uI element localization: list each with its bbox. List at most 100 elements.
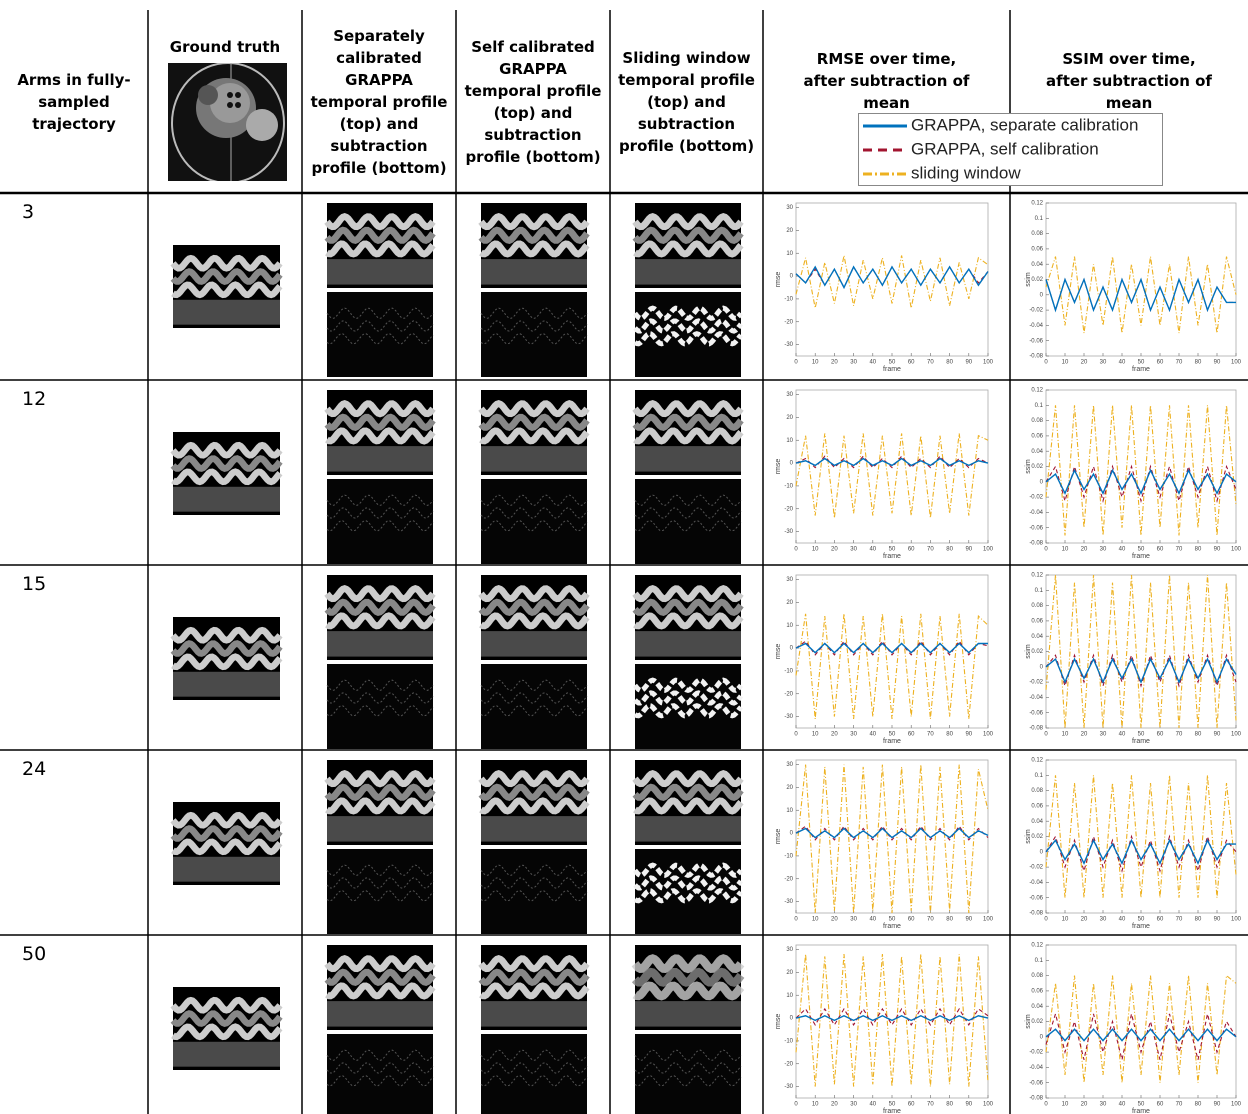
x-tick-label: 90: [965, 917, 972, 923]
legend-label: GRAPPA, separate calibration: [911, 115, 1138, 134]
y-tick-label: 0: [1040, 849, 1044, 855]
y-tick-label: 0.12: [1031, 201, 1043, 207]
y-tick-label: -0.08: [1029, 911, 1043, 917]
x-tick-label: 20: [1081, 732, 1088, 738]
x-tick-label: 30: [1100, 732, 1107, 738]
x-tick-label: 20: [831, 732, 838, 738]
x-tick-label: 20: [1081, 360, 1088, 366]
x-tick-label: 100: [1231, 917, 1242, 923]
x-tick-label: 80: [1195, 360, 1202, 366]
y-tick-label: 20: [786, 785, 793, 791]
y-tick-label: 30: [786, 392, 793, 398]
x-tick-label: 80: [946, 1102, 953, 1108]
y-tick-label: -0.02: [1029, 680, 1043, 686]
x-axis-label: frame: [883, 738, 901, 745]
y-tick-label: -0.06: [1029, 895, 1043, 901]
x-tick-label: 0: [1044, 732, 1048, 738]
x-axis-label: frame: [1132, 923, 1150, 930]
profile-lower-band: [173, 672, 280, 697]
y-tick-label: -20: [784, 1061, 793, 1067]
y-tick-label: 0.04: [1031, 449, 1043, 455]
x-tick-label: 40: [869, 732, 876, 738]
y-tick-label: 0.06: [1031, 433, 1043, 439]
y-tick-label: 0: [1040, 1034, 1044, 1040]
x-tick-label: 30: [1100, 547, 1107, 553]
x-tick-label: 90: [1214, 917, 1221, 923]
x-tick-label: 80: [946, 360, 953, 366]
y-tick-label: 0.02: [1031, 277, 1043, 283]
y-tick-label: 0.08: [1031, 418, 1043, 424]
y-axis-label: rmse: [775, 459, 782, 475]
x-tick-label: 60: [1157, 917, 1164, 923]
y-tick-label: -0.02: [1029, 308, 1043, 314]
row-label: 24: [22, 758, 46, 780]
profile-lower-band: [327, 1001, 433, 1027]
y-tick-label: 20: [786, 415, 793, 421]
y-axis-label: rmse: [775, 272, 782, 288]
y-tick-label: 0: [790, 1016, 794, 1022]
x-tick-label: 0: [794, 1102, 798, 1108]
x-tick-label: 10: [1062, 547, 1069, 553]
x-tick-label: 80: [946, 732, 953, 738]
row-label: 50: [22, 943, 46, 965]
x-tick-label: 80: [1195, 1102, 1202, 1108]
x-tick-label: 60: [1157, 1102, 1164, 1108]
y-tick-label: 10: [786, 251, 793, 257]
x-tick-label: 100: [983, 917, 994, 923]
y-tick-label: -10: [784, 668, 793, 674]
y-tick-label: 0: [790, 274, 794, 280]
x-tick-label: 40: [1119, 360, 1126, 366]
y-tick-label: 0.02: [1031, 649, 1043, 655]
profile-lower-band: [481, 1001, 587, 1027]
plot-frame: [796, 390, 988, 543]
header-cell: Separately calibrated GRAPPA temporal pr…: [302, 10, 456, 193]
header-cell: Arms in fully-sampled trajectory: [0, 10, 148, 193]
x-tick-label: 70: [927, 547, 934, 553]
x-tick-label: 60: [908, 917, 915, 923]
x-tick-label: 100: [983, 547, 994, 553]
x-tick-label: 10: [1062, 917, 1069, 923]
x-tick-label: 40: [1119, 547, 1126, 553]
x-tick-label: 70: [1176, 917, 1183, 923]
y-tick-label: -0.08: [1029, 354, 1043, 360]
x-axis-label: frame: [1132, 366, 1150, 373]
plot-frame: [796, 945, 988, 1098]
y-tick-label: 0.06: [1031, 618, 1043, 624]
x-tick-label: 20: [831, 1102, 838, 1108]
profile-lower-band: [635, 816, 741, 842]
y-tick-label: 0.06: [1031, 988, 1043, 994]
profile-lower-band: [635, 259, 741, 285]
x-tick-label: 40: [869, 360, 876, 366]
y-tick-label: 0: [790, 831, 794, 837]
legend-graphic: GRAPPA, separate calibrationGRAPPA, self…: [859, 114, 1162, 185]
profile-lower-band: [173, 487, 280, 512]
x-tick-label: 20: [1081, 547, 1088, 553]
x-tick-label: 10: [1062, 360, 1069, 366]
x-tick-label: 60: [908, 732, 915, 738]
y-axis-label: rmse: [775, 644, 782, 660]
y-tick-label: -30: [784, 714, 793, 720]
y-tick-label: -0.02: [1029, 865, 1043, 871]
y-tick-label: 0.08: [1031, 231, 1043, 237]
header-cell: Ground truth: [148, 36, 302, 58]
y-tick-label: 0.04: [1031, 262, 1043, 268]
y-axis-label: rmse: [775, 829, 782, 845]
profile-lower-band: [327, 816, 433, 842]
x-tick-label: 70: [927, 732, 934, 738]
plot-frame: [1046, 760, 1236, 913]
x-tick-label: 70: [927, 360, 934, 366]
y-tick-label: 30: [786, 205, 793, 211]
row-label: 3: [22, 201, 34, 223]
x-tick-label: 10: [812, 917, 819, 923]
y-tick-label: -0.08: [1029, 541, 1043, 547]
y-tick-label: 0.08: [1031, 973, 1043, 979]
x-tick-label: 80: [1195, 732, 1202, 738]
x-tick-label: 0: [1044, 917, 1048, 923]
x-tick-label: 20: [831, 917, 838, 923]
y-tick-label: 0.04: [1031, 819, 1043, 825]
x-tick-label: 60: [1157, 360, 1164, 366]
x-tick-label: 10: [1062, 732, 1069, 738]
x-tick-label: 80: [1195, 917, 1202, 923]
x-axis-label: frame: [883, 553, 901, 560]
y-tick-label: -0.08: [1029, 1096, 1043, 1102]
